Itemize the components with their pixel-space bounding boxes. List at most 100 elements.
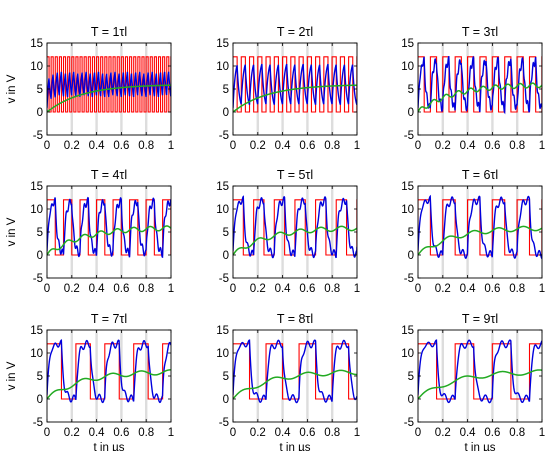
x-tick-label: 1	[168, 140, 174, 152]
plot-area	[47, 186, 171, 278]
x-tick-label: 1	[539, 427, 545, 439]
average-line	[47, 369, 171, 400]
y-tick-label: 15	[401, 38, 414, 50]
y-tick-label: 15	[401, 325, 414, 337]
y-tick-label: 15	[216, 38, 229, 50]
y-tick-label: 15	[216, 325, 229, 337]
average-line	[233, 225, 357, 256]
y-tick-label: 5	[223, 371, 229, 383]
subplot-title: T = 4τl	[91, 168, 127, 182]
subplot-title: T = 8τl	[277, 312, 313, 326]
x-axis-label: t in µs	[94, 442, 125, 451]
x-tick-label: 0.6	[299, 283, 315, 295]
subplot-title: T = 5τl	[277, 168, 313, 182]
x-tick-label: 0.2	[250, 283, 266, 295]
grid-band	[441, 330, 444, 422]
x-tick-label: 0	[44, 283, 50, 295]
response-line	[418, 194, 542, 260]
y-tick-label: 0	[37, 250, 43, 262]
y-axis-label: v in V	[6, 74, 18, 103]
y-tick-label: 0	[37, 107, 43, 119]
x-tick-label: 0	[44, 140, 50, 152]
x-tick-label: 0.8	[138, 283, 154, 295]
x-tick-label: 0.6	[113, 283, 129, 295]
x-tick-label: 0.4	[460, 140, 477, 152]
x-tick-label: 0.8	[138, 427, 154, 439]
y-tick-label: 0	[408, 107, 414, 119]
x-axis-label: t in µs	[280, 442, 311, 451]
grid-band	[95, 330, 98, 422]
y-tick-label: 10	[401, 204, 414, 216]
average-line	[47, 84, 171, 113]
x-tick-label: 0.6	[113, 140, 129, 152]
average-line	[418, 225, 542, 256]
y-tick-label: 10	[401, 348, 414, 360]
x-tick-label: 0.8	[138, 140, 154, 152]
x-tick-label: 0	[415, 427, 421, 439]
x-tick-label: 0.8	[509, 140, 525, 152]
subplot-title: T = 2τl	[277, 25, 313, 39]
x-tick-label: 0	[44, 427, 50, 439]
y-tick-label: 15	[30, 325, 43, 337]
x-tick-label: 1	[354, 140, 360, 152]
x-tick-label: 0.4	[89, 427, 106, 439]
y-tick-label: -5	[33, 417, 43, 429]
square-wave-line	[47, 343, 171, 400]
x-tick-label: 0	[230, 140, 236, 152]
y-tick-label: -5	[404, 130, 414, 142]
subplot-title: T = 1τl	[91, 25, 127, 39]
y-tick-label: -5	[404, 273, 414, 285]
average-line	[418, 82, 542, 113]
plot-area	[233, 330, 357, 422]
grid-band	[331, 186, 334, 278]
average-line	[233, 369, 357, 400]
average-line	[233, 84, 357, 113]
average-line	[418, 369, 542, 400]
x-tick-label: 0.4	[89, 283, 106, 295]
x-tick-label: 0.4	[89, 140, 106, 152]
response-line	[418, 55, 542, 115]
response-line	[233, 339, 357, 404]
x-tick-label: 0.2	[64, 427, 80, 439]
y-tick-label: 0	[408, 394, 414, 406]
x-tick-label: 1	[539, 140, 545, 152]
x-tick-label: 0.4	[275, 427, 292, 439]
grid-band	[145, 330, 148, 422]
x-tick-label: 1	[539, 283, 545, 295]
x-tick-label: 0	[230, 283, 236, 295]
y-tick-label: 10	[216, 61, 229, 73]
x-tick-label: 0.8	[509, 283, 525, 295]
y-tick-label: 10	[216, 204, 229, 216]
y-tick-label: 10	[30, 348, 43, 360]
y-tick-label: 0	[408, 250, 414, 262]
y-tick-label: -5	[219, 130, 229, 142]
y-tick-label: -5	[33, 273, 43, 285]
x-tick-label: 0.6	[299, 140, 315, 152]
y-tick-label: 5	[408, 84, 414, 96]
x-tick-label: 0.2	[250, 427, 266, 439]
x-tick-label: 0.4	[275, 283, 292, 295]
y-tick-label: -5	[219, 273, 229, 285]
x-tick-label: 0.8	[324, 140, 340, 152]
x-tick-label: 0.4	[460, 283, 477, 295]
response-line	[47, 71, 171, 108]
y-axis-label: v in V	[6, 361, 18, 390]
x-tick-label: 0.6	[113, 427, 129, 439]
subplot-title: T = 7τl	[91, 312, 127, 326]
y-axis-label: v in V	[6, 217, 18, 246]
y-tick-label: 5	[408, 371, 414, 383]
y-tick-label: 15	[30, 38, 43, 50]
x-tick-label: 0.6	[299, 427, 315, 439]
response-line	[418, 339, 542, 404]
y-tick-label: 15	[401, 181, 414, 193]
x-tick-label: 0	[415, 283, 421, 295]
x-tick-label: 1	[354, 427, 360, 439]
y-tick-label: 10	[30, 204, 43, 216]
